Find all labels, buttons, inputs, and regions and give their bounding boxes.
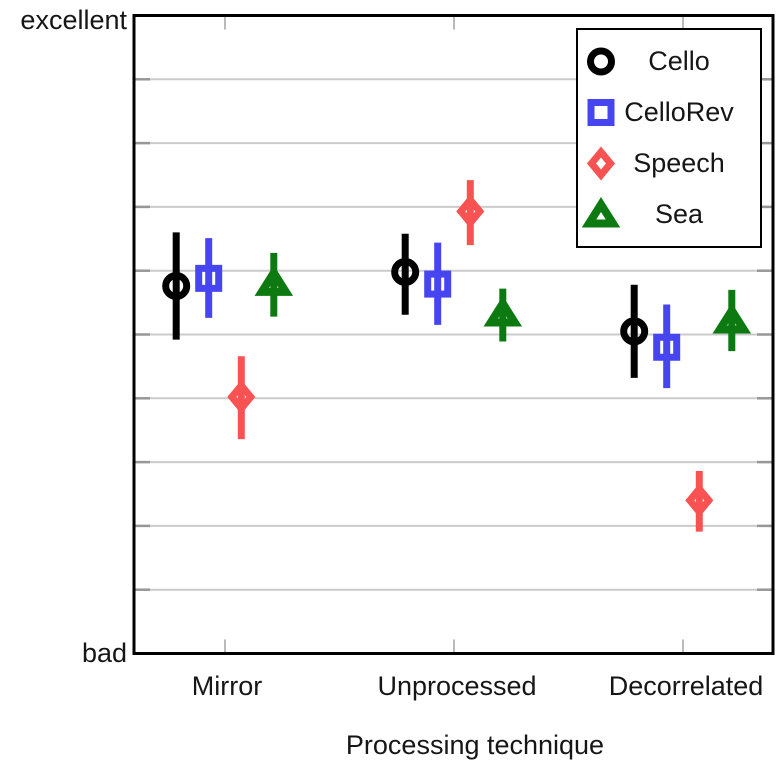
sea-triangle-marker-icon: [581, 197, 621, 228]
legend: Cello CelloRev Speech Sea: [576, 28, 762, 248]
speech-diamond-marker-icon: [586, 146, 616, 181]
legend-item-speech: Speech: [578, 138, 760, 189]
legend-item-sea: Sea: [578, 189, 760, 240]
x-tick-label-decorrelated: Decorrelated: [608, 671, 764, 701]
legend-label-speech: Speech: [633, 148, 725, 178]
cello-circle-marker-icon: [587, 47, 615, 76]
y-axis-top-label: excellent: [20, 5, 127, 35]
legend-item-cello: Cello: [578, 36, 760, 87]
legend-label-cellorev: CelloRev: [624, 97, 734, 127]
legend-label-sea: Sea: [654, 199, 704, 229]
legend-label-cello: Cello: [648, 46, 710, 76]
legend-item-cellorev: CelloRev: [578, 87, 760, 138]
y-axis-bottom-label: bad: [81, 638, 127, 668]
x-tick-label-unprocessed: Unprocessed: [377, 671, 537, 701]
x-tick-label-mirror: Mirror: [191, 671, 263, 701]
cellorev-square-marker-icon: [587, 99, 615, 126]
x-axis-title: Processing technique: [345, 730, 605, 760]
